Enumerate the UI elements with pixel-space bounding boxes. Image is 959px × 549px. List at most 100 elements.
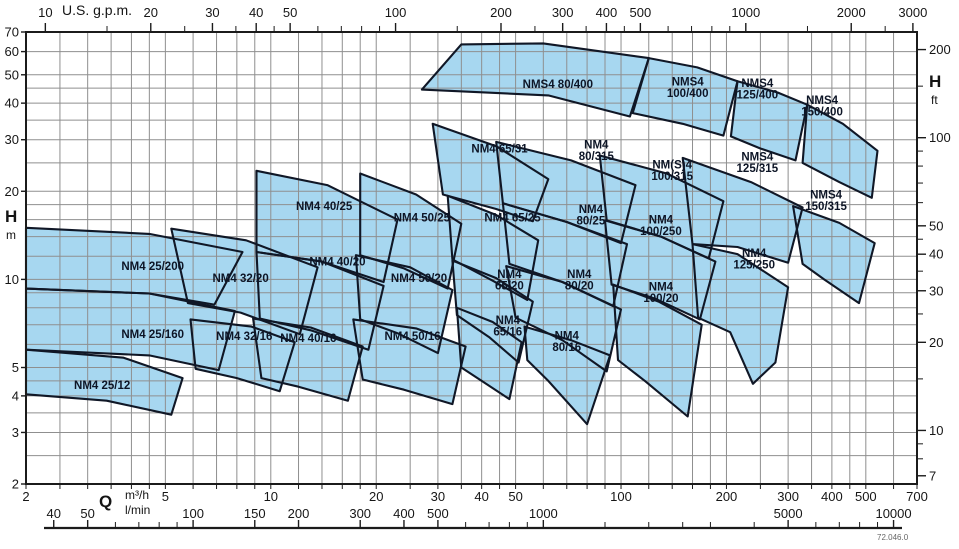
region-fill-nms4-100-400 — [632, 58, 738, 136]
gridlines — [26, 32, 917, 484]
h-m-tick-label: 40 — [5, 96, 19, 111]
h-m-tick-label: 20 — [5, 184, 19, 199]
h-m-tick-label: 70 — [5, 25, 19, 40]
q-m3h-tick-label: 100 — [610, 489, 632, 504]
left-axis-title-h: H — [5, 207, 18, 226]
pump-region-label-nm4-50-25: NM4 50/25 — [394, 212, 451, 224]
pump-region-label-nm4-40-20: NM4 40/20 — [309, 257, 365, 269]
pump-region-label-nms4-125-400: NMS4 125/400 — [737, 78, 779, 102]
pump-region-label-nm4-80-315: NM4 80/315 — [579, 139, 615, 163]
region-labels: NM4 25/200 NM4 25/160 NM4 25/12 NM4 32/20 NM… — [74, 77, 847, 393]
drawing-number: 72.046.0 — [877, 533, 909, 542]
region-outline-nm4-65-16 — [455, 306, 523, 401]
gpm-tick-label: 200 — [490, 5, 512, 20]
pump-region-label-nm4-125-250: NM4 125/250 — [733, 248, 775, 272]
pump-region-label-nms4-80-400: NMS4 80/400 — [523, 79, 593, 91]
region-outline-nm4-80-20 — [505, 265, 623, 373]
region-fill-nms4-150-400 — [802, 104, 878, 198]
h-ft-tick-label: 7 — [929, 468, 936, 483]
region-outline-nm4-100-20 — [612, 283, 703, 418]
q-lmin-tick-label: 1000 — [529, 506, 558, 521]
q-lmin-tick-label: 10000 — [875, 506, 911, 521]
gpm-tick-label: 3000 — [898, 5, 927, 20]
region-outline-nms4-150-400 — [801, 103, 879, 199]
pump-region-label-nm4-50-16: NM4 50/16 — [384, 331, 440, 343]
gpm-tick-label: 500 — [630, 5, 652, 20]
region-outline-nm4-80-16 — [523, 325, 612, 426]
region-outline-nms4-125-315 — [681, 156, 804, 264]
region-outline-nms4-125-400 — [729, 80, 809, 162]
q-lmin-tick-label: 200 — [288, 506, 310, 521]
bottom-axis-unit-lmin: l/min — [125, 503, 151, 517]
bottom-axis-unit-m3h: m³/h — [125, 488, 149, 502]
pump-region-label-nm4-65-16: NM4 65/16 — [493, 315, 522, 339]
q-m3h-tick-label: 30 — [431, 489, 445, 504]
pump-region-label-nms4-150-400: NMS4 150/400 — [801, 95, 843, 119]
region-fill-nm4-40-20 — [256, 252, 384, 350]
pump-region-label-nm4-80-16: NM4 80/16 — [552, 331, 581, 355]
region-fill-nm4-80-25 — [502, 203, 627, 307]
region-outline-nm4-50-16 — [352, 318, 467, 406]
gpm-tick-label: 100 — [385, 5, 407, 20]
q-m3h-tick-label: 2 — [22, 489, 29, 504]
pump-region-label-nm4-32-16: NM4 32/16 — [216, 331, 272, 343]
pump-region-label-nm4-32-20: NM4 32/20 — [212, 273, 268, 285]
q-lmin-tick-label: 5000 — [774, 506, 803, 521]
q-lmin-tick-label: 300 — [349, 506, 371, 521]
pump-region-label-nms4-100-315: NM(S)4 100/315 — [651, 159, 693, 183]
top-axis-gpm: 10 20 30 40 50 100 200 300 400 500 1000 2000 3000 — [38, 5, 927, 32]
top-axis-title-gpm: U.S. g.p.m. — [62, 2, 133, 18]
region-fill-nm4-25-12 — [26, 349, 183, 415]
region-fill-nm4-65-16 — [456, 307, 522, 400]
h-m-tick-label: 10 — [5, 272, 19, 287]
q-lmin-tick-label: 100 — [182, 506, 204, 521]
gpm-tick-label: 50 — [283, 5, 297, 20]
q-m3h-tick-label: 10 — [264, 489, 278, 504]
region-outline-nm4-32-16 — [189, 318, 296, 393]
region-fill-nms4-80-400 — [421, 43, 649, 117]
pump-region-label-nm4-50-20: NM4 50/20 — [391, 273, 447, 285]
region-outline-nms4-100-400 — [631, 57, 739, 137]
pump-region-label-nm4-65-31: NM4 65/31 — [471, 143, 528, 155]
region-fill-nms4-150-315 — [793, 206, 875, 304]
gpm-tick-label: 40 — [249, 5, 263, 20]
region-fill-nm4-50-25 — [360, 173, 462, 289]
pump-region-label-nm4-80-20: NM4 80/20 — [565, 269, 594, 293]
gpm-tick-label: 2000 — [837, 5, 866, 20]
h-ft-tick-label: 30 — [929, 283, 943, 298]
pump-region-label-nm4-25-200: NM4 25/200 — [121, 261, 184, 273]
pump-region-label-nm4-100-250: NM4 100/250 — [640, 215, 682, 239]
h-m-tick-label: 2 — [12, 477, 19, 492]
right-axis-unit-ft: ft — [931, 93, 938, 107]
q-lmin-tick-label: 400 — [393, 506, 415, 521]
pump-region-label-nm4-25-160: NM4 25/160 — [121, 329, 184, 341]
q-m3h-tick-label: 700 — [906, 489, 928, 504]
h-m-tick-label: 3 — [12, 425, 19, 440]
q-m3h-tick-label: 300 — [777, 489, 799, 504]
q-lmin-tick-label: 500 — [427, 506, 449, 521]
q-m3h-tick-label: 40 — [474, 489, 488, 504]
bottom-axis-m3h: 2 5 10 20 30 40 50 100 200 300 400 500 700 — [22, 484, 928, 504]
pump-region-label-nm4-25-12: NM4 25/12 — [74, 380, 130, 392]
gpm-tick-label: 300 — [552, 5, 574, 20]
region-outline-nms4-150-315 — [792, 205, 876, 305]
q-lmin-tick-label: 40 — [46, 506, 60, 521]
left-axis-h-m: 70 60 50 40 30 20 10 5 4 3 2 — [5, 25, 26, 492]
h-ft-tick-label: 100 — [929, 130, 951, 145]
pump-region-label-nm4-65-20: NM4 65/20 — [495, 269, 524, 293]
h-m-tick-label: 60 — [5, 44, 19, 59]
region-fill-nm4-100-20 — [613, 284, 702, 417]
right-axis-h-ft: 200 100 50 40 30 20 10 7 — [917, 42, 951, 483]
pump-region-label-nms4-125-315: NMS4 125/315 — [737, 151, 779, 175]
h-ft-tick-label: 50 — [929, 218, 943, 233]
pump-region-label-nm4-40-25: NM4 40/25 — [296, 201, 353, 213]
left-axis-unit-m: m — [6, 228, 16, 242]
region-outline-nm4-32-20 — [170, 227, 319, 336]
pump-region-label-nm4-100-20: NM4 100/20 — [643, 281, 678, 305]
pump-region-label-nms4-150-315: NMS4 150/315 — [805, 190, 847, 214]
q-m3h-tick-label: 400 — [821, 489, 843, 504]
pump-region-label-nms4-100-400: NMS4 100/400 — [667, 77, 709, 101]
h-ft-tick-label: 200 — [929, 42, 951, 57]
